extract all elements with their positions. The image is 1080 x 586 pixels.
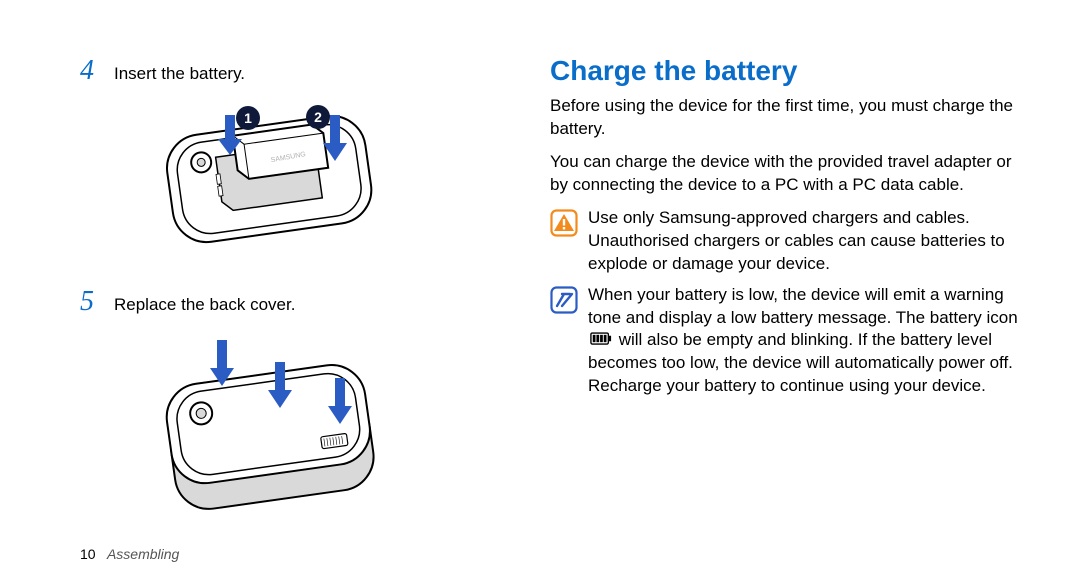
info-text-after: will also be empty and blinking. If the …: [588, 330, 1013, 395]
page-footer: 10 Assembling: [80, 546, 179, 562]
section-name: Assembling: [107, 546, 179, 562]
step-5: 5 Replace the back cover.: [80, 286, 500, 318]
section-heading: Charge the battery: [550, 55, 1030, 87]
warning-text: Use only Samsung-approved chargers and c…: [588, 207, 1030, 276]
warning-note: Use only Samsung-approved chargers and c…: [550, 207, 1030, 276]
step-5-number: 5: [80, 286, 110, 318]
svg-text:1: 1: [244, 110, 252, 126]
para-charging-method: You can charge the device with the provi…: [550, 151, 1030, 197]
left-column: 4 Insert the battery.: [80, 55, 500, 537]
illustration-insert-battery: SAMSUNG 1 2: [135, 95, 405, 270]
info-text-before: When your battery is low, the device wil…: [588, 285, 1018, 327]
info-text: When your battery is low, the device wil…: [588, 284, 1030, 399]
warning-icon: [550, 209, 578, 237]
info-icon: [550, 286, 578, 314]
para-intro: Before using the device for the first ti…: [550, 95, 1030, 141]
page-number: 10: [80, 546, 96, 562]
step-5-text: Replace the back cover.: [114, 294, 295, 316]
step-4-text: Insert the battery.: [114, 63, 245, 85]
svg-text:2: 2: [314, 109, 322, 125]
step-4-number: 4: [80, 55, 110, 87]
info-note: When your battery is low, the device wil…: [550, 284, 1030, 399]
illustration-replace-cover: [135, 326, 405, 521]
right-column: Charge the battery Before using the devi…: [550, 55, 1030, 537]
battery-icon: [590, 329, 612, 352]
step-4: 4 Insert the battery.: [80, 55, 500, 87]
